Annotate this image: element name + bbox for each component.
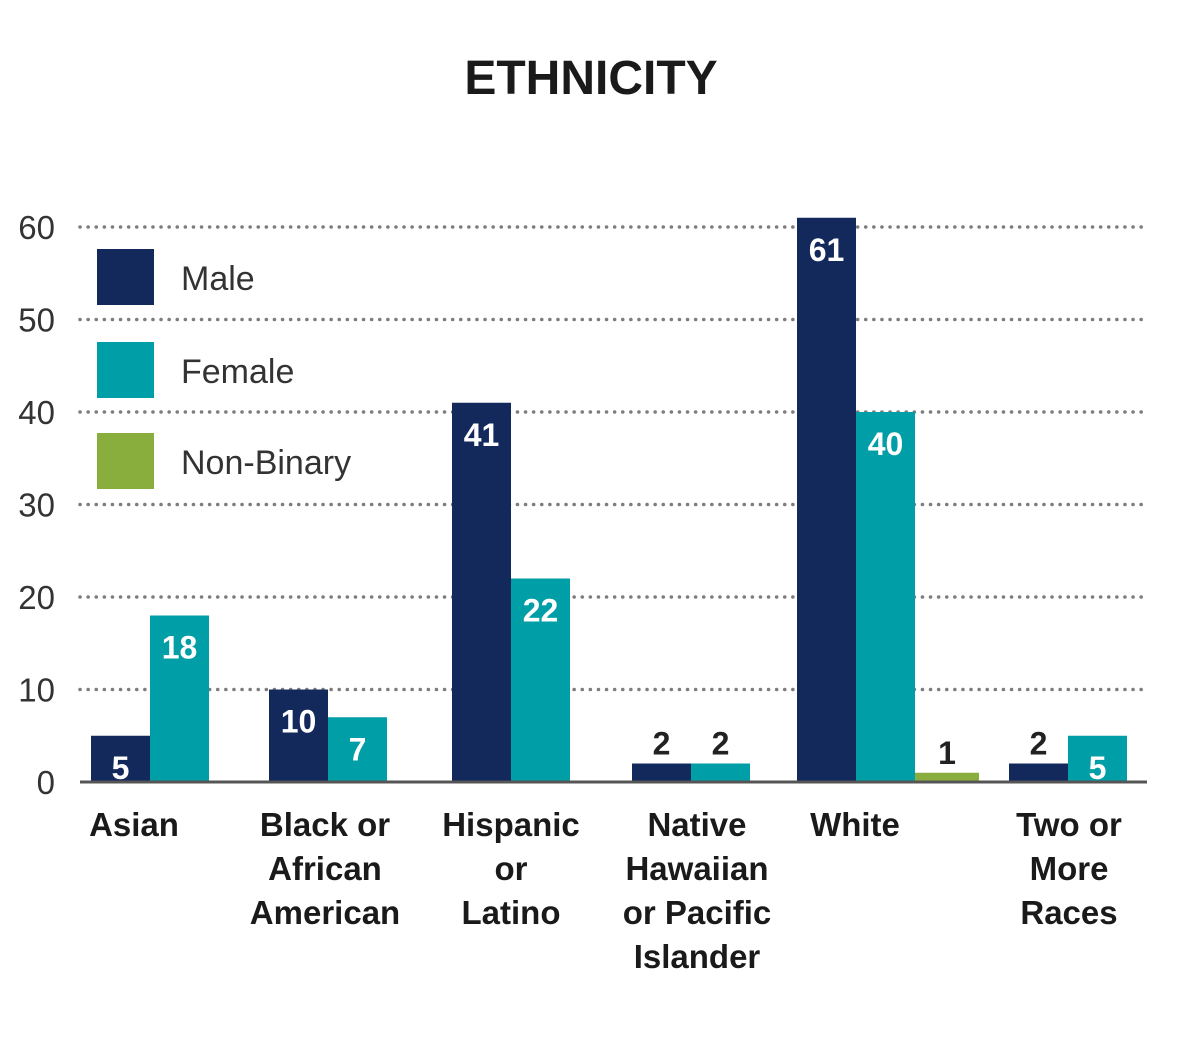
value-label-male-5: 2 [1030,726,1048,762]
legend-swatch-non-binary [97,433,154,489]
legend-label-male: Male [181,260,255,298]
y-tick-label-10: 10 [18,672,55,709]
y-tick-label-0: 0 [37,764,55,801]
y-tick-label-40: 40 [18,394,55,431]
value-label-male-1: 10 [281,704,317,740]
category-label-line: or [495,850,528,887]
category-label-line: Hispanic [442,806,580,843]
category-label-line: Two or [1016,806,1122,843]
category-label-3: Native Hawaiian or Pacific Islander [623,806,772,975]
value-label-female-2: 22 [523,593,559,629]
category-label-line: Native [647,806,746,843]
category-label-line: or Pacific [623,894,772,931]
legend-label-non-binary: Non-Binary [181,444,351,482]
bar-male-5 [1009,763,1068,782]
bar-male-4 [797,217,856,782]
value-label-female-3: 2 [712,726,730,762]
bar-female-4 [856,412,915,782]
value-label-male-0: 5 [112,750,130,786]
chart-title: ETHNICITY [464,52,717,105]
category-label-0: Asian [89,806,179,843]
category-label-1: Black or African American [250,806,400,931]
category-label-5: Two or More Races [1016,806,1122,931]
value-label-male-3: 2 [653,726,671,762]
bars [91,217,1127,782]
category-label-line: More [1030,850,1109,887]
bar-male-3 [632,763,691,782]
y-tick-label-20: 20 [18,579,55,616]
bar-female-0 [150,615,209,782]
y-tick-label-60: 60 [18,209,55,246]
gridlines [78,225,1149,692]
bar-male-1 [269,689,328,782]
bar-female-5 [1068,735,1127,782]
bar-female-3 [691,763,750,782]
value-label-female-4: 40 [868,426,904,462]
category-label-line: Hawaiian [625,850,768,887]
y-axis-ticks: 0 10 20 30 40 50 60 [18,209,55,801]
value-label-female-5: 5 [1089,750,1107,786]
legend-label-female: Female [181,353,294,391]
bar-female-2 [511,578,570,782]
category-label-line: Islander [634,938,761,975]
category-label-line: Asian [89,806,179,843]
category-label-4: White [810,806,900,843]
legend-swatch-male [97,249,154,305]
category-label-line: White [810,806,900,843]
bar-male-0 [91,735,150,782]
y-tick-label-50: 50 [18,302,55,339]
bar-male-2 [452,402,511,782]
bar-female-1 [328,717,387,782]
category-label-line: American [250,894,400,931]
category-label-line: African [268,850,382,887]
value-label-male-2: 41 [464,417,500,453]
category-label-line: Races [1020,894,1117,931]
value-label-male-4: 61 [809,232,845,268]
bar-non-binary-4 [915,772,979,782]
value-label-female-0: 18 [162,630,198,666]
category-label-2: Hispanic or Latino [442,806,580,931]
legend: Male Female Non-Binary [97,249,351,489]
x-axis-categories: Asian Black or African American Hispanic or La… [89,806,1122,975]
category-label-line: Black or [260,806,390,843]
legend-swatch-female [97,342,154,398]
value-label-non-binary-4: 1 [938,735,956,771]
category-label-line: Latino [462,894,561,931]
y-tick-label-30: 30 [18,487,55,524]
value-label-female-1: 7 [349,731,367,767]
